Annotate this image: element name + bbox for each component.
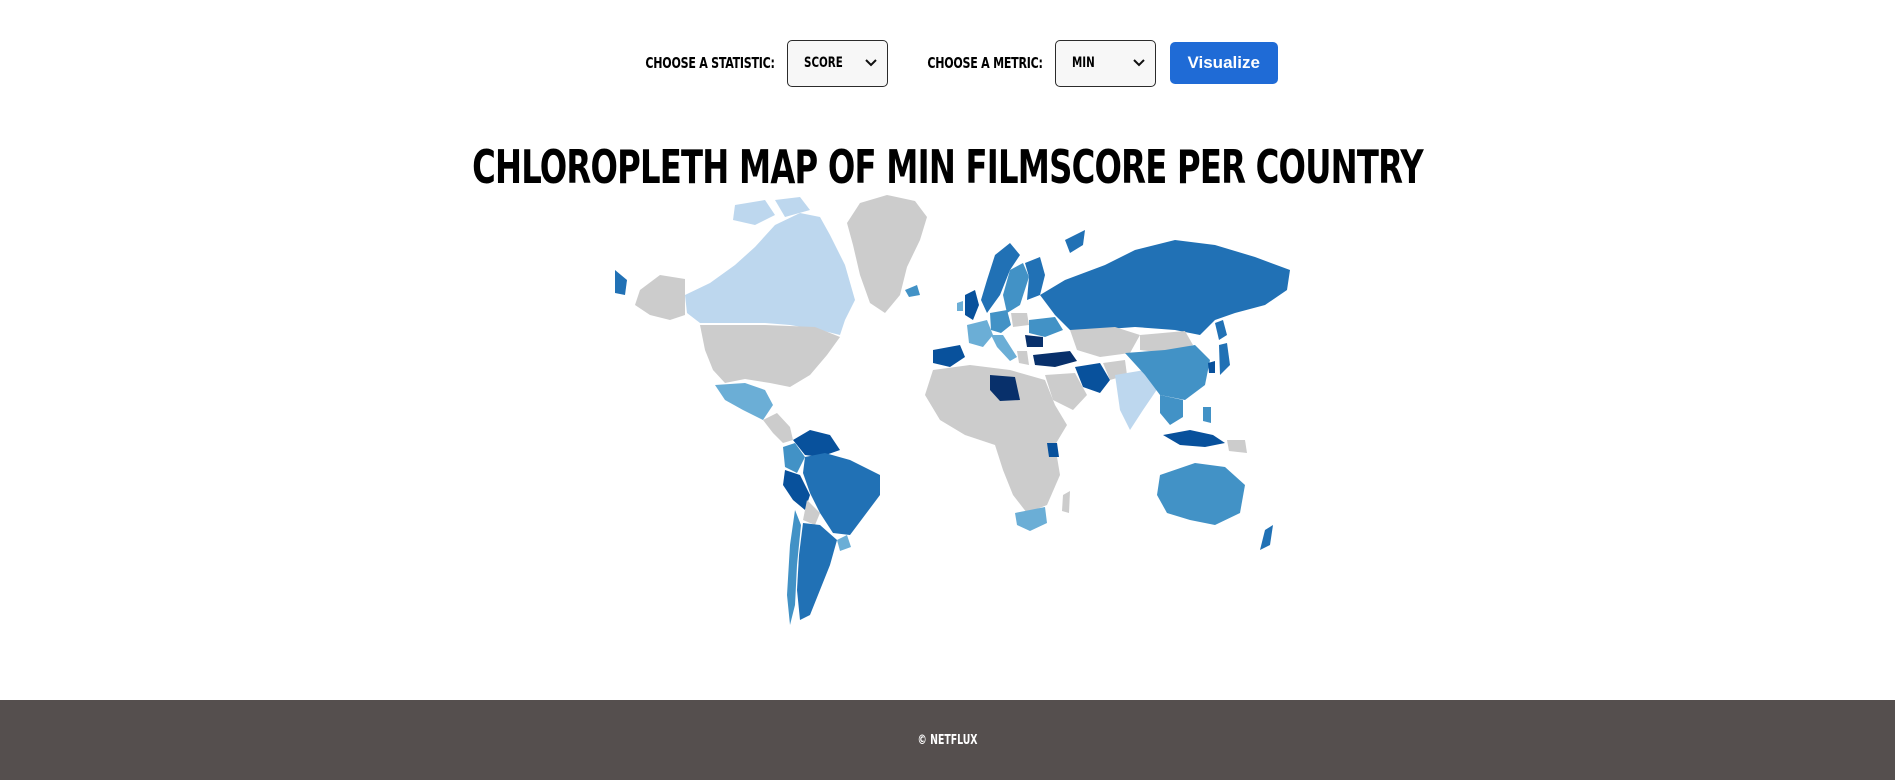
chevron-down-icon (1132, 59, 1145, 67)
metric-select[interactable]: Min (1054, 39, 1156, 87)
country-usa-alaska[interactable] (635, 275, 685, 320)
country-new-zealand[interactable] (1260, 525, 1273, 550)
country-china[interactable] (1125, 345, 1210, 400)
country-papua[interactable] (1227, 440, 1247, 453)
chevron-down-icon (865, 59, 877, 67)
country-brazil[interactable] (803, 453, 880, 535)
country-spain[interactable] (933, 345, 965, 367)
country-south-africa[interactable] (1015, 507, 1047, 531)
copyright-text: © Netflux (917, 732, 978, 748)
visualize-button[interactable]: Visualize (1169, 42, 1278, 84)
country-north-africa[interactable] (925, 365, 1067, 450)
metric-label: Choose a metric: (927, 54, 1043, 72)
country-uruguay[interactable] (837, 535, 851, 551)
country-poland[interactable] (1011, 313, 1029, 327)
country-korea[interactable] (1208, 361, 1215, 373)
country-turkey[interactable] (1033, 351, 1077, 367)
country-russia[interactable] (1040, 240, 1290, 335)
country-russia-east-tip[interactable] (615, 270, 627, 295)
country-russia-island[interactable] (1065, 230, 1085, 253)
country-ireland[interactable] (957, 301, 963, 311)
country-sakhalin-japan-north[interactable] (1215, 320, 1227, 340)
country-ukraine[interactable] (1029, 317, 1063, 337)
country-india[interactable] (1115, 370, 1160, 430)
country-iran[interactable] (1075, 363, 1110, 393)
map-title: Chloropleth Map of Min Filmscore per Cou… (0, 140, 1895, 194)
map-title-text: Chloropleth Map of Min Filmscore per Cou… (472, 140, 1424, 194)
country-venezuela[interactable] (793, 430, 840, 457)
country-philippines[interactable] (1203, 407, 1211, 423)
country-finland[interactable] (1025, 257, 1045, 300)
country-central-africa[interactable] (995, 445, 1060, 513)
country-japan[interactable] (1219, 343, 1230, 375)
statistic-select[interactable]: Score (787, 39, 889, 87)
country-norway[interactable] (981, 243, 1020, 313)
choropleth-map (615, 195, 1290, 625)
country-chile[interactable] (787, 510, 801, 625)
country-svalbard[interactable] (733, 200, 775, 225)
country-mexico[interactable] (715, 383, 773, 420)
country-kazakhstan[interactable] (1070, 327, 1140, 357)
country-peru[interactable] (783, 470, 810, 510)
country-usa[interactable] (700, 325, 840, 387)
country-kenya[interactable] (1047, 443, 1059, 457)
country-indonesia[interactable] (1163, 430, 1225, 447)
country-france[interactable] (967, 320, 993, 347)
controls-bar: Choose a statistic: Score Choose a metri… (0, 38, 1895, 88)
country-italy[interactable] (991, 335, 1017, 361)
country-greece[interactable] (1017, 351, 1029, 365)
statistic-label: Choose a statistic: (645, 54, 776, 72)
country-greenland[interactable] (847, 195, 927, 313)
metric-select-value: Min (1071, 55, 1095, 71)
footer: © Netflux (0, 700, 1895, 780)
country-madagascar[interactable] (1062, 491, 1070, 513)
country-bolivia[interactable] (803, 500, 820, 525)
country-uk[interactable] (965, 290, 979, 320)
country-sweden[interactable] (1003, 263, 1029, 313)
country-libya[interactable] (990, 375, 1020, 401)
country-canada-islands[interactable] (775, 197, 810, 217)
country-germany[interactable] (990, 310, 1011, 333)
country-argentina[interactable] (797, 523, 837, 620)
country-canada[interactable] (685, 213, 855, 335)
country-saudi-arabia[interactable] (1045, 373, 1087, 410)
country-se-asia[interactable] (1160, 395, 1183, 425)
country-australia[interactable] (1157, 463, 1245, 525)
country-mongolia[interactable] (1140, 331, 1193, 353)
country-central-america[interactable] (763, 413, 793, 443)
country-colombia[interactable] (783, 443, 805, 473)
statistic-select-value: Score (804, 55, 843, 71)
country-romania[interactable] (1025, 335, 1043, 347)
country-iceland[interactable] (905, 285, 920, 297)
